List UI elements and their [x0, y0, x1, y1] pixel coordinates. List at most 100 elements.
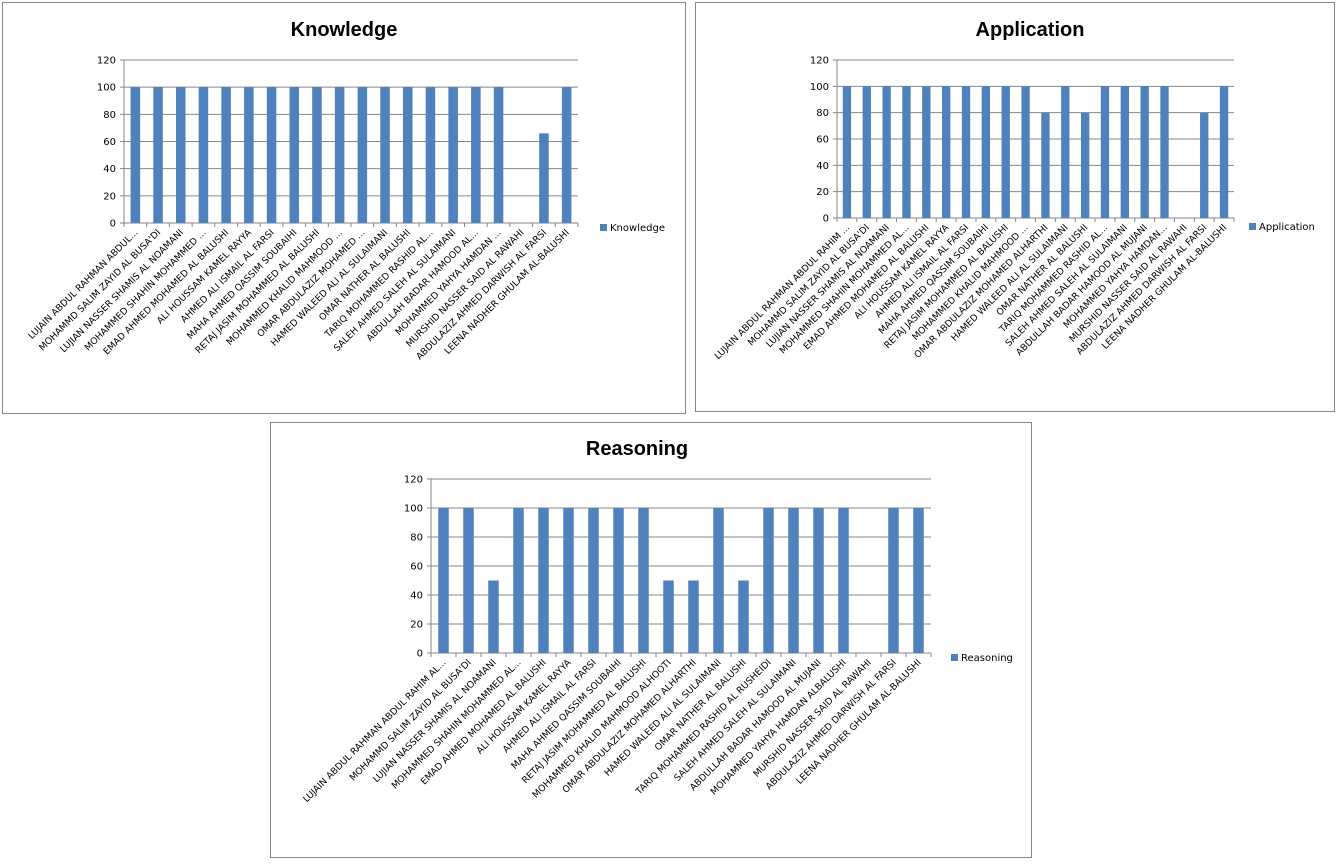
y-tick-label: 20 — [103, 191, 116, 202]
bar — [221, 87, 231, 224]
application-chart: Application 0 20 40 60 80 100 120 LUJAIN ABDUL … — [713, 19, 1315, 362]
bar — [513, 508, 524, 653]
bar — [961, 86, 971, 218]
y-tick-label: 40 — [816, 161, 829, 172]
knowledge-chart: Knowledge 0 20 40 60 80 100 120 LUJAIN ABDUL RA… — [26, 19, 665, 362]
bar — [1219, 86, 1229, 218]
legend: Application — [1249, 222, 1315, 233]
y-tick-label: 100 — [810, 82, 829, 93]
bar — [888, 508, 899, 653]
bar — [663, 580, 674, 653]
legend-label: Application — [1259, 222, 1315, 233]
y-tick-label: 80 — [410, 533, 423, 544]
bar — [1001, 86, 1010, 218]
bar — [913, 508, 924, 653]
bar — [266, 87, 277, 224]
y-tick-label: 60 — [410, 562, 423, 573]
x-tick-label: LUJAIN ABDUL RAHMAN ABDUL RAHIM ... — [713, 222, 853, 362]
bar — [1120, 86, 1129, 218]
bar — [1160, 86, 1169, 218]
legend: Reasoning — [951, 653, 1013, 664]
application-chart-panel: Application 0 20 40 60 80 100 120 LUJAIN ABDUL … — [695, 2, 1335, 412]
bar — [1080, 112, 1090, 218]
y-tick-label: 60 — [103, 137, 116, 148]
bar — [763, 508, 774, 653]
bar — [902, 86, 911, 218]
y-tick-label: 120 — [404, 475, 423, 486]
bars — [130, 87, 572, 224]
bar — [493, 87, 504, 224]
bar — [153, 87, 163, 224]
x-axis — [836, 217, 1235, 222]
bar — [334, 87, 345, 224]
reasoning-chart-panel: Reasoning 0 20 40 60 80 100 120 LUJAIN ABDUL RA… — [270, 422, 1032, 858]
bar — [538, 508, 549, 653]
bar — [922, 86, 931, 218]
bar — [175, 87, 186, 224]
bar — [713, 508, 724, 653]
x-tick-labels: LUJAIN ABDUL RAHMAN ABDUL RAHIM ...MOHAM… — [713, 222, 1230, 362]
y-tick-label: 0 — [417, 649, 423, 660]
bar — [842, 86, 852, 218]
y-tick-label: 100 — [404, 504, 423, 515]
legend-swatch — [600, 224, 607, 231]
x-axis — [123, 222, 579, 227]
chart-title: Knowledge — [291, 19, 398, 41]
y-tick-label: 120 — [810, 56, 829, 67]
bar — [448, 87, 458, 224]
bar — [588, 508, 599, 653]
y-tick-label: 40 — [410, 591, 423, 602]
y-tick-label: 100 — [97, 83, 116, 94]
bar — [425, 87, 436, 224]
y-tick-label: 20 — [816, 187, 829, 198]
bar — [244, 87, 254, 224]
bar — [838, 508, 849, 653]
legend-swatch — [951, 654, 958, 661]
y-tick-label: 60 — [816, 135, 829, 146]
legend-label: Reasoning — [961, 653, 1013, 664]
chart-title: Reasoning — [586, 438, 688, 460]
bar — [563, 508, 574, 653]
chart-title: Application — [976, 19, 1085, 41]
bar — [312, 87, 322, 224]
bar — [813, 508, 824, 653]
y-axis: 0 20 40 60 80 100 120 — [810, 56, 838, 225]
bar — [638, 508, 649, 653]
legend: Knowledge — [600, 223, 665, 234]
bar — [1041, 112, 1050, 218]
bar — [539, 133, 549, 223]
gridlines — [120, 59, 578, 224]
bar — [289, 87, 300, 224]
bar — [357, 87, 368, 224]
bar — [561, 87, 572, 224]
bars — [438, 508, 924, 653]
bar — [1061, 86, 1070, 218]
reasoning-chart: Reasoning 0 20 40 60 80 100 120 LUJAIN ABDUL RA… — [301, 438, 1013, 805]
bar — [688, 580, 699, 653]
bar — [862, 86, 871, 218]
bar — [1140, 86, 1149, 218]
x-tick-labels: LUJAIN ABDUL RAHMAN ABDUL...MOHAMMD SALI… — [26, 227, 572, 362]
y-tick-label: 80 — [816, 108, 829, 119]
bar — [1200, 112, 1209, 218]
bar — [1100, 86, 1110, 218]
gridlines — [427, 478, 931, 654]
y-tick-label: 20 — [410, 620, 423, 631]
y-tick-label: 0 — [823, 214, 829, 225]
bar — [738, 580, 749, 653]
bar — [788, 508, 799, 653]
bar — [130, 87, 141, 224]
bar — [942, 86, 951, 218]
legend-swatch — [1249, 223, 1256, 230]
bar — [463, 508, 474, 653]
bar — [380, 87, 390, 224]
legend-label: Knowledge — [610, 223, 665, 234]
gridlines — [833, 59, 1234, 219]
y-axis: 0 20 40 60 80 100 120 — [97, 56, 125, 230]
bars — [842, 86, 1229, 218]
y-tick-label: 120 — [97, 56, 116, 67]
bar — [488, 580, 499, 653]
bar — [471, 87, 481, 224]
bar — [198, 87, 209, 224]
x-axis — [430, 652, 932, 657]
